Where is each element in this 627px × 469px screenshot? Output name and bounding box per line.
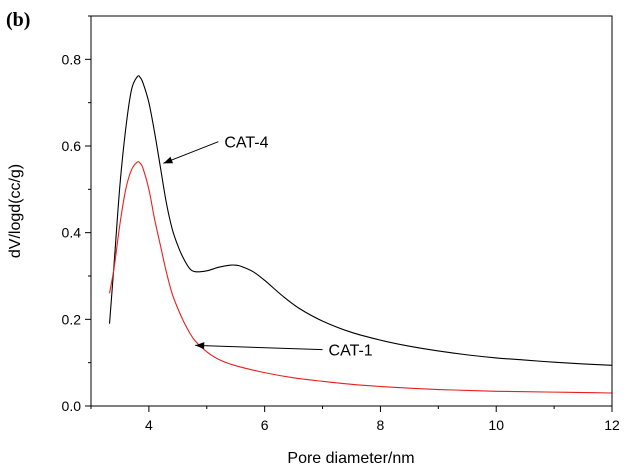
ticks-layer: 4 6 8 10 12 0.0 0.2 0.4 0.6 0.8: [62, 15, 620, 433]
annotation-label: CAT-1: [329, 343, 373, 360]
annotation-label: CAT-4: [224, 135, 268, 152]
annotation-arrowhead: [195, 342, 205, 350]
annotation-layer: CAT-4 CAT-1: [163, 135, 373, 360]
y-tick-label: 0.6: [62, 138, 82, 154]
series-line-cat-4: [108, 75, 613, 366]
x-tick-label: 12: [604, 417, 620, 433]
series-layer: [108, 75, 613, 394]
annotation-arrowhead: [163, 156, 174, 164]
x-axis-title: Pore diameter/nm: [287, 450, 414, 467]
x-tick-label: 6: [261, 417, 269, 433]
y-tick-label: 0.8: [62, 51, 82, 67]
annotation-arrow: [163, 141, 219, 164]
x-tick-label: 4: [145, 417, 153, 433]
panel-label: (b): [6, 9, 30, 31]
y-tick-label: 0.0: [62, 398, 82, 414]
y-tick-label: 0.4: [62, 225, 82, 241]
series-line-cat-1: [108, 161, 613, 394]
y-tick-label: 0.2: [62, 311, 82, 327]
x-tick-label: 8: [377, 417, 385, 433]
plot-frame: [90, 15, 613, 407]
y-axis-title: dV/logd(cc/g): [7, 164, 24, 258]
annotation-arrow: [195, 344, 323, 351]
x-tick-label: 10: [488, 417, 504, 433]
